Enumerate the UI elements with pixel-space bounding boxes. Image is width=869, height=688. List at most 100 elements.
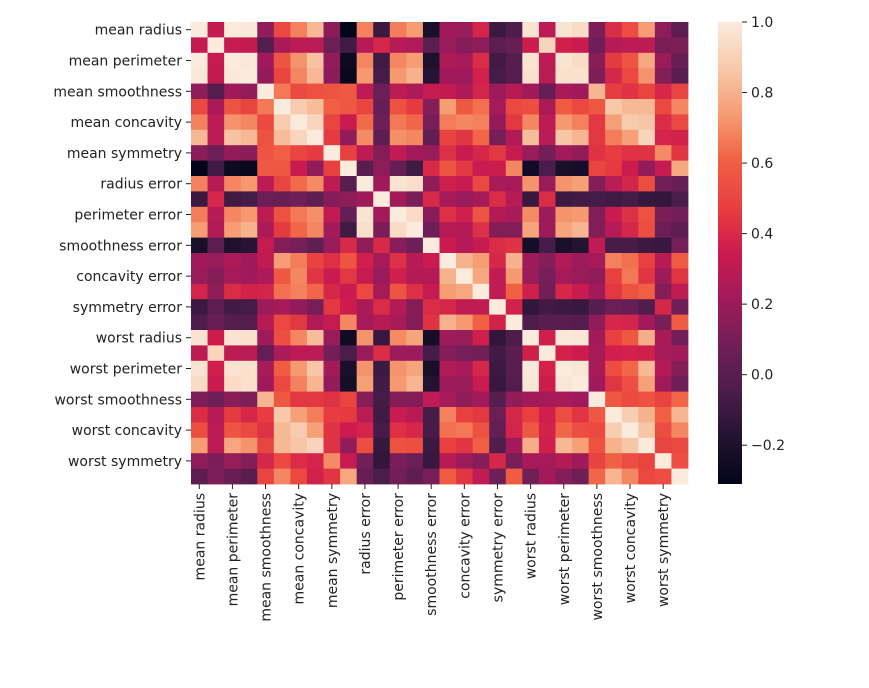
heatmap-cell [273,176,291,192]
heatmap-cell [373,422,391,439]
heatmap-cell [273,237,291,254]
heatmap-cell [306,253,324,269]
heatmap-cell [505,145,523,161]
heatmap-cell [505,222,523,238]
heatmap-cell [555,407,573,423]
heatmap-cell [290,176,308,192]
heatmap-cell [306,391,324,408]
heatmap-cell [290,68,308,84]
heatmap-cell [240,422,258,439]
heatmap-cell [472,222,490,238]
heatmap-cell [572,176,589,192]
heatmap-cell [422,453,440,469]
heatmap-cell [638,253,656,269]
heatmap-cell [240,37,258,54]
heatmap-cell [621,437,639,454]
heatmap-cell [671,453,689,469]
heatmap-cell [373,145,391,161]
heatmap-cell [472,206,490,223]
heatmap-cell [588,176,606,192]
heatmap-cell [240,114,258,131]
heatmap-cell [522,283,540,300]
heatmap-cell [472,129,490,146]
y-tick-label: concavity error [76,269,182,285]
heatmap-cell [290,453,308,469]
heatmap-cell [555,391,573,408]
x-tick-label: smoothness error [424,493,440,616]
heatmap-cell [555,345,573,362]
heatmap-cell [489,407,507,423]
heatmap-cell [422,360,440,377]
heatmap-cell [422,268,440,285]
heatmap-cell [373,360,391,377]
heatmap-cell [456,237,474,254]
heatmap-cell [671,391,689,408]
heatmap-cell [456,453,474,469]
heatmap-cell [373,68,391,84]
heatmap-cell [340,160,358,177]
heatmap-cell [489,206,507,223]
heatmap-cell [306,330,324,346]
heatmap-cell [191,314,208,331]
heatmap-cell [555,176,573,192]
heatmap-cell [588,83,606,100]
heatmap-cell [654,206,672,223]
heatmap-cell [489,191,507,208]
heatmap-cell [456,299,474,315]
heatmap-cell [224,237,242,254]
heatmap-cell [257,83,275,100]
heatmap-cell [439,222,457,238]
heatmap-cell [373,391,391,408]
heatmap-cell [224,222,242,238]
heatmap-cell [489,68,507,84]
heatmap-cell [340,22,358,38]
heatmap-cell [572,330,589,346]
heatmap-cell [191,52,208,69]
heatmap-cell [638,114,656,131]
heatmap-cell [555,237,573,254]
heatmap-cell [207,376,225,392]
heatmap-cell [207,129,225,146]
heatmap-cell [240,83,258,100]
heatmap-cell [191,299,208,315]
heatmap-cell [224,391,242,408]
heatmap-cell [207,99,225,115]
heatmap-cell [306,222,324,238]
heatmap-cell [538,206,556,223]
heatmap-cell [489,99,507,115]
heatmap-cell [240,237,258,254]
heatmap-cell [422,68,440,84]
heatmap-cell [356,407,374,423]
heatmap-cell [588,206,606,223]
heatmap-cell [340,52,358,69]
heatmap-cell [505,253,523,269]
heatmap-cell [323,83,341,100]
heatmap-cell [257,191,275,208]
heatmap-cell [472,114,490,131]
heatmap-cell [373,376,391,392]
heatmap-cell [257,468,275,485]
heatmap-cell [588,68,606,84]
heatmap-cell [207,345,225,362]
heatmap-cell [472,283,490,300]
heatmap-cell [555,283,573,300]
heatmap-cell [671,206,689,223]
heatmap-cell [654,52,672,69]
heatmap-cell [538,268,556,285]
heatmap-cell [389,114,407,131]
y-tick-labels: mean radius mean perimeter mean smoothness… [53,23,191,470]
heatmap-cell [240,468,258,485]
heatmap-cell [472,83,490,100]
heatmap-cell [273,191,291,208]
heatmap-cell [456,268,474,285]
heatmap-cell [191,391,208,408]
heatmap-cell [306,422,324,439]
heatmap-cell [572,376,589,392]
heatmap-cell [555,83,573,100]
heatmap-cell [406,68,424,84]
heatmap-cell [522,253,540,269]
heatmap-cell [505,314,523,331]
heatmap-cell [373,206,391,223]
heatmap-cell [406,22,424,38]
heatmap-cell [538,299,556,315]
